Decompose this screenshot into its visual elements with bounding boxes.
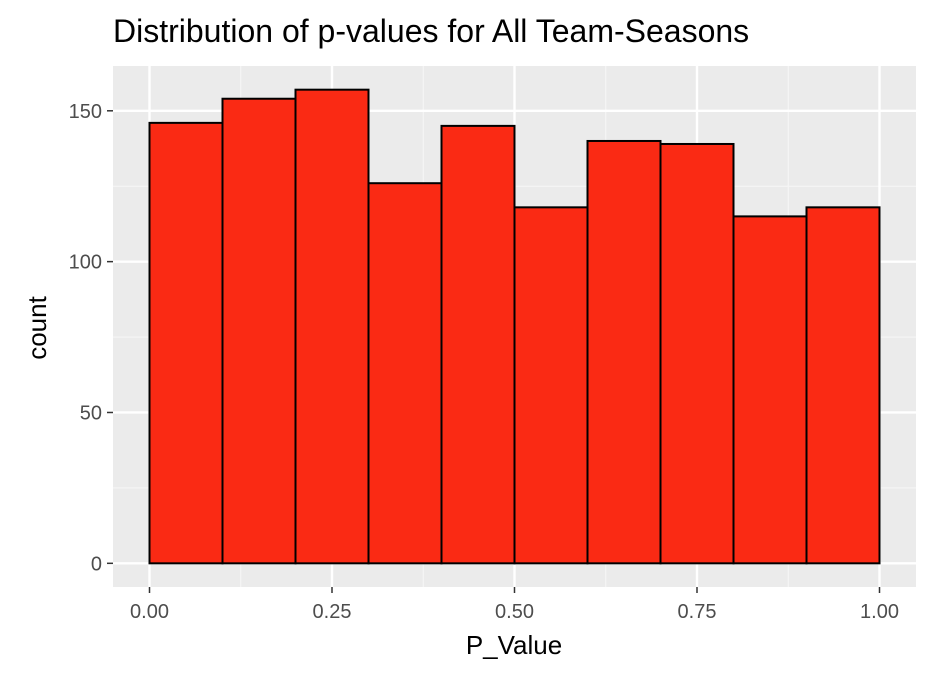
histogram-bar [805,206,881,565]
chart-title: Distribution of p-values for All Team-Se… [113,13,749,49]
x-tick-label: 0.50 [495,601,534,623]
x-axis-title: P_Value [466,630,562,660]
y-tick-label: 100 [69,252,102,274]
histogram-bar [440,124,516,565]
histogram-bar [586,139,662,565]
histogram-bar [513,206,589,565]
y-axis-title: count [22,295,52,359]
x-tick-label: 0.25 [313,601,352,623]
histogram-bar [221,97,297,565]
y-tick-label: 0 [91,553,102,575]
histogram-bars [148,88,881,565]
y-axis: 0 50 100 150 [69,101,113,575]
histogram-bar [659,142,735,565]
x-tick-label: 1.00 [860,601,899,623]
x-axis: 0.00 0.25 0.50 0.75 1.00 [130,587,899,623]
x-tick-label: 0.75 [678,601,717,623]
y-tick-label: 150 [69,101,102,123]
histogram-bar [367,182,443,565]
y-tick-label: 50 [80,402,102,424]
histogram-bar [148,121,224,565]
x-tick-label: 0.00 [130,601,169,623]
histogram-bar [732,215,808,565]
histogram-bar [294,88,370,565]
